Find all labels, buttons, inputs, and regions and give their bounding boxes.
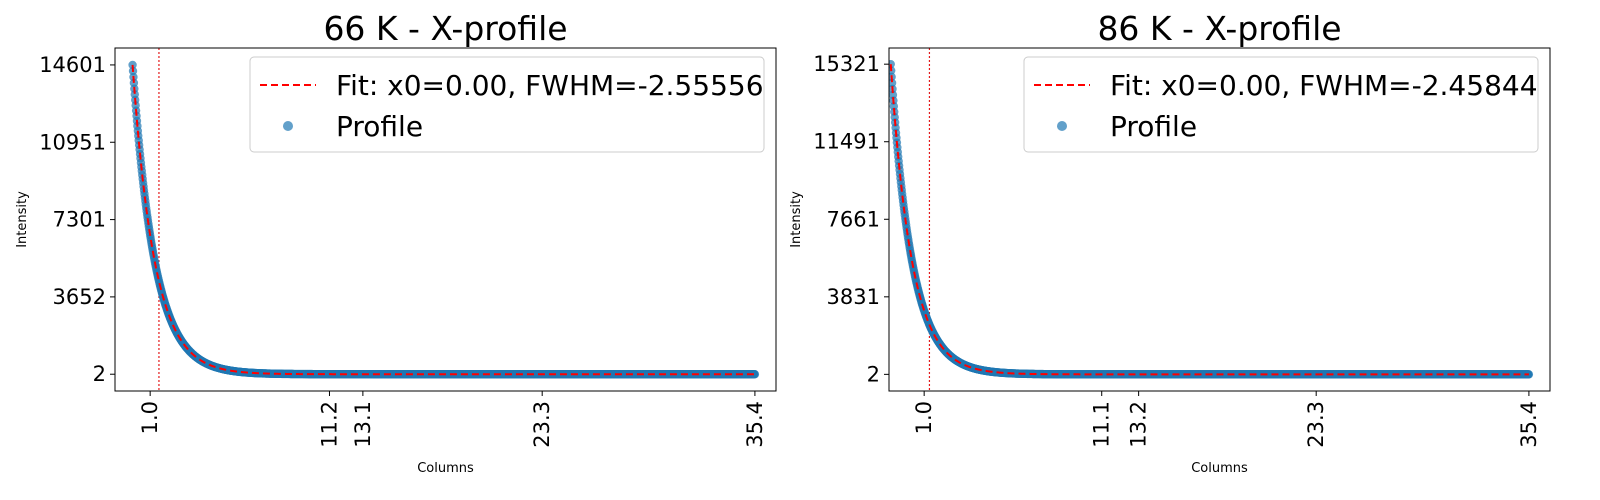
y-axis-label: Intensity: [15, 191, 30, 248]
chart-title: 86 K - X-profile: [1097, 9, 1341, 48]
chart-66k-x-profile: 66 K - X-profile 2 3652 7301 10951 14601 1.0 11…: [15, 9, 777, 476]
fit-line: [889, 64, 1529, 376]
profile-point: [889, 78, 897, 88]
y-tick-label: 7301: [53, 208, 106, 232]
x-tick-label: 1.0: [138, 401, 162, 434]
legend: Fit: x0=0.00, FWHM=-2.55556 Profile: [249, 56, 765, 153]
legend: Fit: x0=0.00, FWHM=-2.45844 Profile: [1023, 56, 1539, 153]
x-tick-label: 11.1: [1090, 401, 1114, 448]
y-tick-label: 7661: [827, 207, 880, 231]
chart-86k-x-profile: 86 K - X-profile 2 3831 7661 11491 15321 1.0 11…: [790, 9, 1551, 476]
x-tick-label: 35.4: [1517, 401, 1541, 448]
x-tick-label: 23.3: [1304, 401, 1328, 448]
x-tick-label: 11.2: [317, 401, 341, 448]
x-tick-label: 35.4: [743, 401, 767, 448]
legend-profile-swatch: [283, 121, 293, 131]
plot-area: [889, 48, 1534, 391]
legend-profile-label: Profile: [1110, 110, 1197, 143]
legend-profile-label: Profile: [336, 110, 423, 143]
y-tick-label: 14601: [39, 53, 106, 77]
y-axis-label: Intensity: [790, 191, 804, 248]
y-tick-label: 3831: [827, 285, 880, 309]
y-tick-label: 2: [93, 362, 106, 386]
x-tick-label: 13.2: [1127, 401, 1151, 448]
legend-profile-swatch: [1057, 121, 1067, 131]
legend-box: [249, 56, 765, 153]
y-tick-label: 2: [867, 362, 880, 386]
y-tick-label: 15321: [813, 52, 880, 76]
plot-area: [128, 48, 760, 391]
y-tick-label: 10951: [39, 130, 106, 154]
legend-fit-label: Fit: x0=0.00, FWHM=-2.45844: [1110, 69, 1538, 102]
x-axis-label: Columns: [417, 461, 474, 476]
fit-line: [131, 64, 755, 376]
x-tick-label: 23.3: [530, 401, 554, 448]
x-tick-label: 13.1: [351, 401, 375, 448]
profile-point: [750, 370, 760, 379]
y-tick-label: 3652: [53, 285, 106, 309]
chart-title: 66 K - X-profile: [323, 9, 567, 48]
x-axis-label: Columns: [1191, 461, 1248, 476]
legend-box: [1023, 56, 1539, 153]
legend-fit-label: Fit: x0=0.00, FWHM=-2.55556: [336, 69, 764, 102]
x-tick-label: 1.0: [912, 401, 936, 434]
y-tick-label: 11491: [813, 130, 880, 154]
